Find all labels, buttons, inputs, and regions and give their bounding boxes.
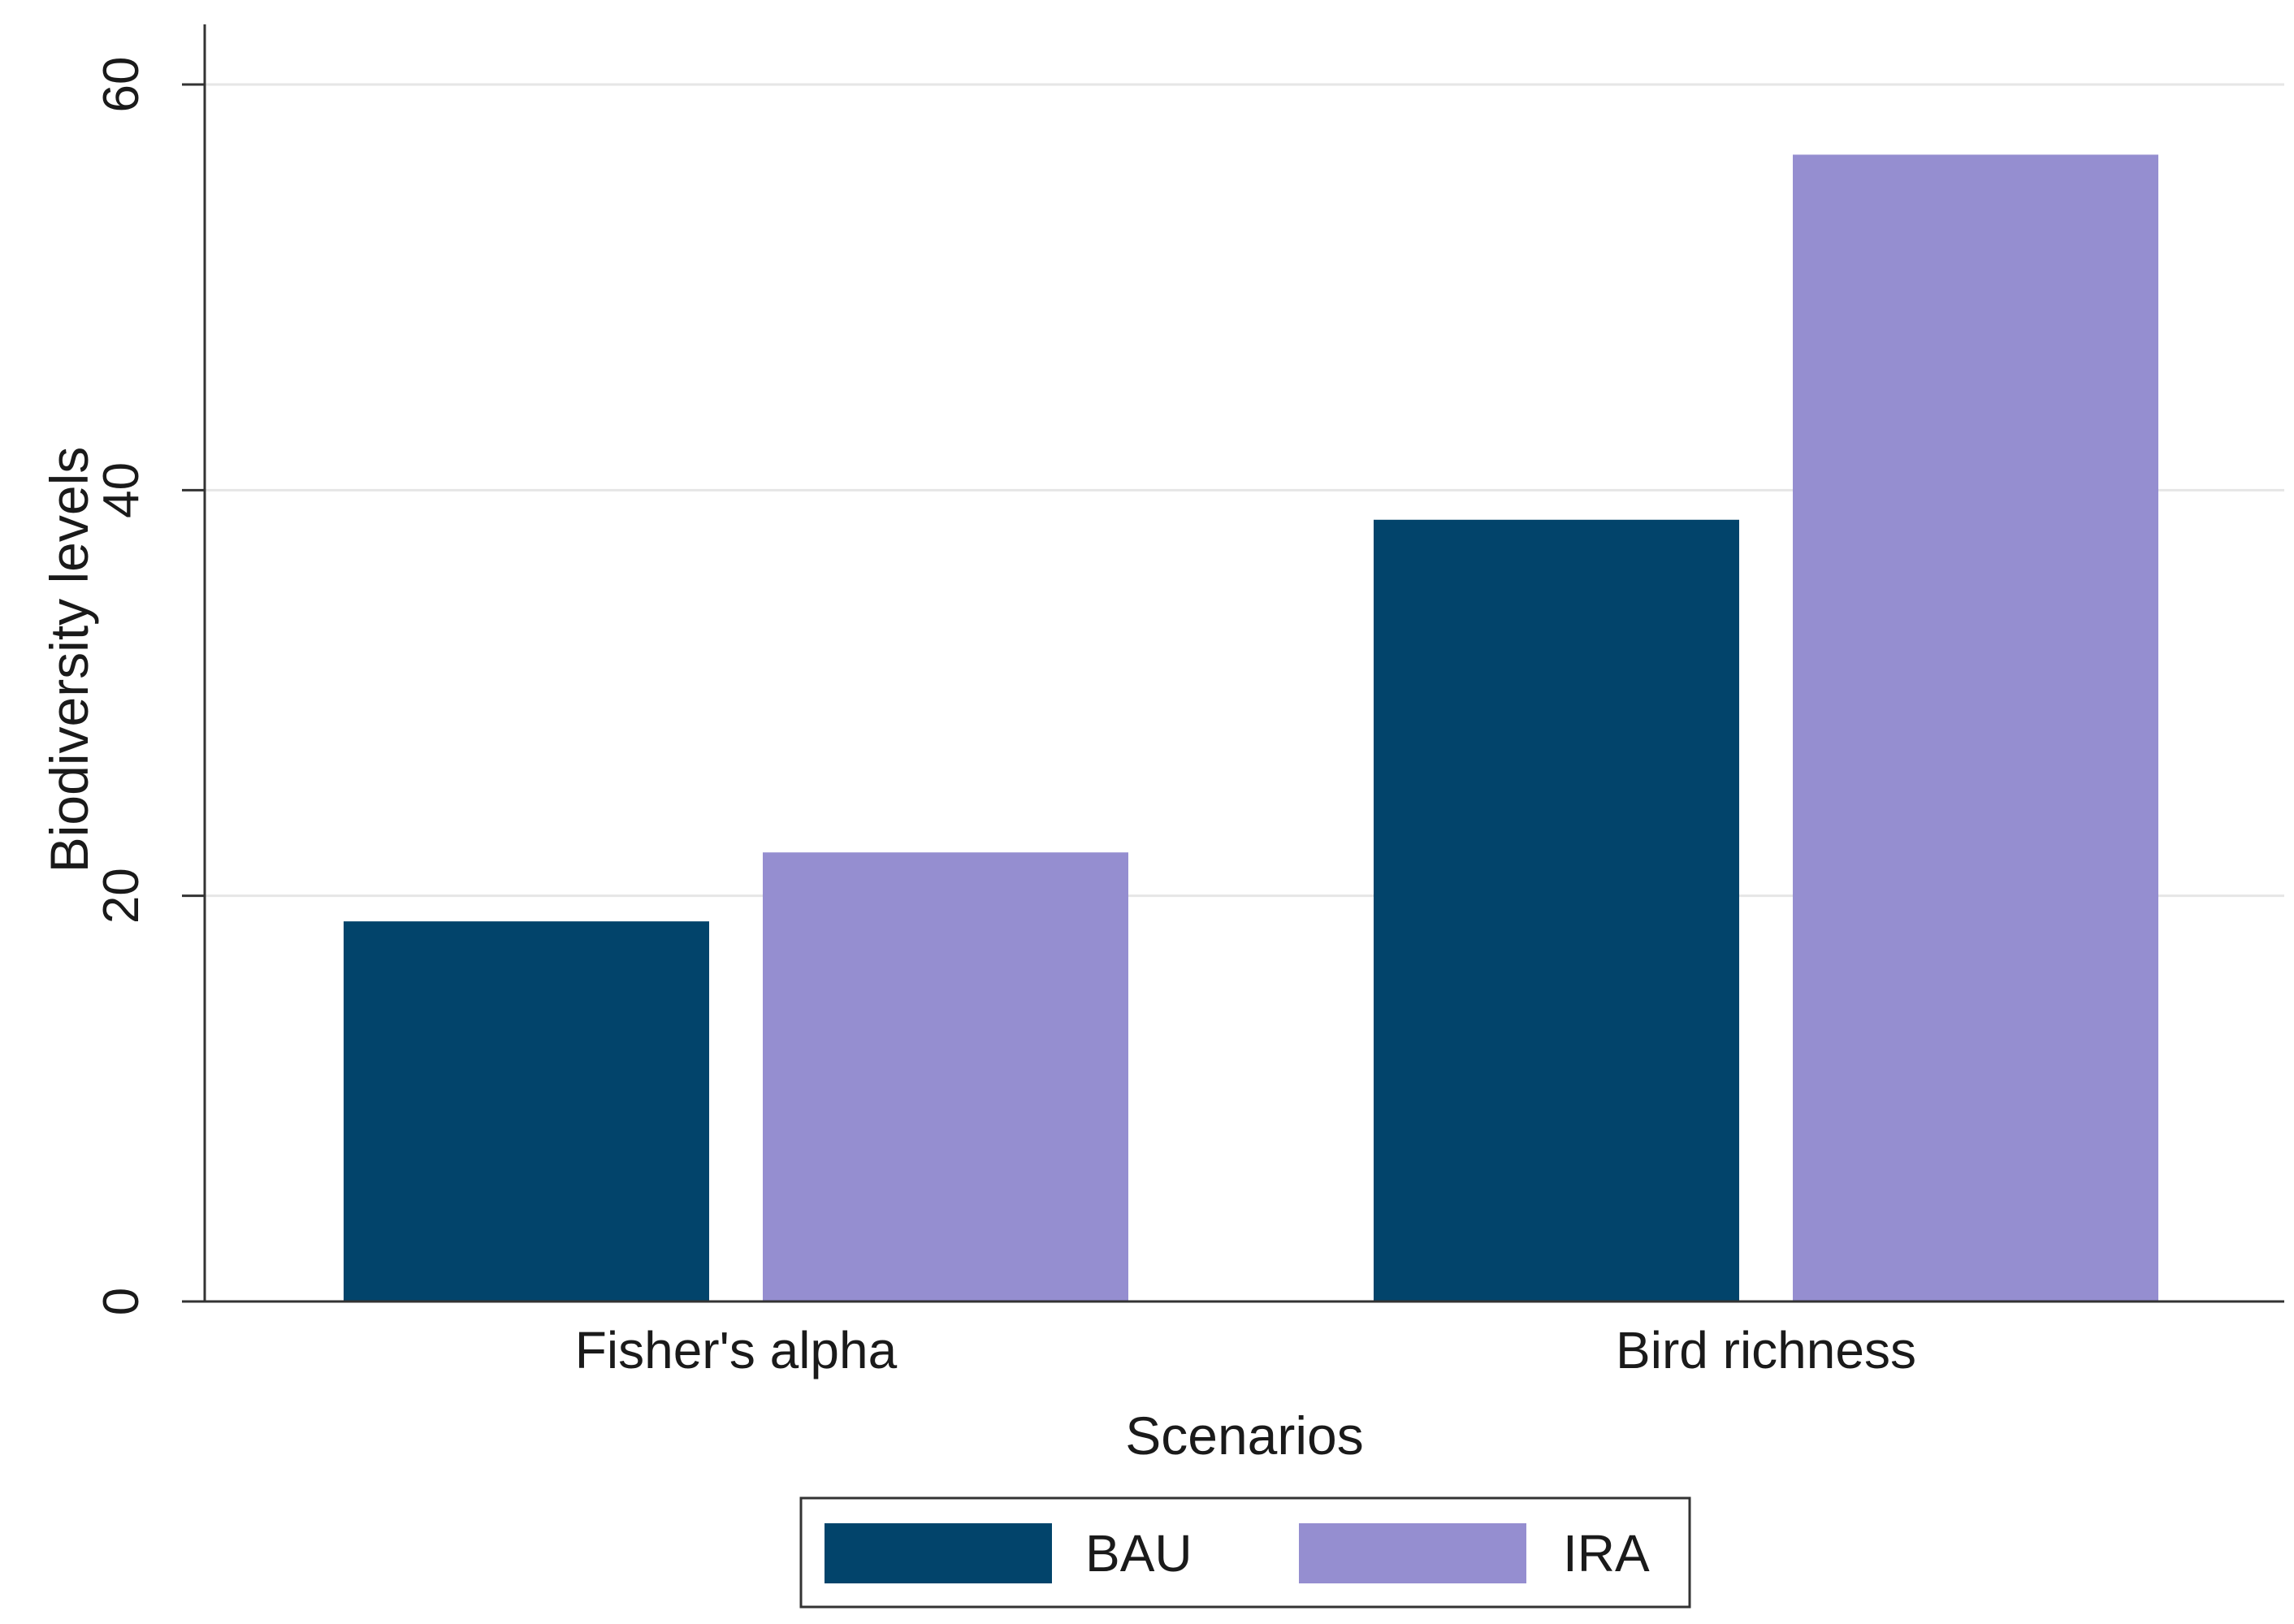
- bar-ira-1: [763, 852, 1128, 1302]
- bars: [344, 154, 2158, 1303]
- x-category-label: Bird richness: [1616, 1321, 1916, 1379]
- bar-bau-2: [1374, 519, 1739, 1302]
- legend: BAU IRA: [799, 1496, 1691, 1609]
- y-tick-label: 0: [93, 1288, 149, 1315]
- legend-swatch-bau: [825, 1523, 1052, 1583]
- bar-ira-2: [1793, 154, 2158, 1303]
- axes: [203, 24, 2284, 1303]
- bar-bau-1: [344, 921, 709, 1302]
- legend-swatch-ira: [1299, 1523, 1526, 1583]
- x-category-label: Fisher's alpha: [575, 1321, 898, 1379]
- y-ticks: 0 20 40 60: [93, 57, 205, 1315]
- x-category-labels: Fisher's alpha Bird richness: [575, 1321, 1916, 1379]
- y-tick-label: 60: [93, 57, 149, 113]
- y-tick-label: 20: [93, 868, 149, 924]
- legend-label-bau: BAU: [1085, 1524, 1192, 1583]
- x-axis-title: Scenarios: [1125, 1405, 1364, 1466]
- legend-label-ira: IRA: [1563, 1524, 1650, 1583]
- y-axis-title: Biodiversity levels: [39, 447, 99, 873]
- y-tick-label: 40: [93, 462, 149, 518]
